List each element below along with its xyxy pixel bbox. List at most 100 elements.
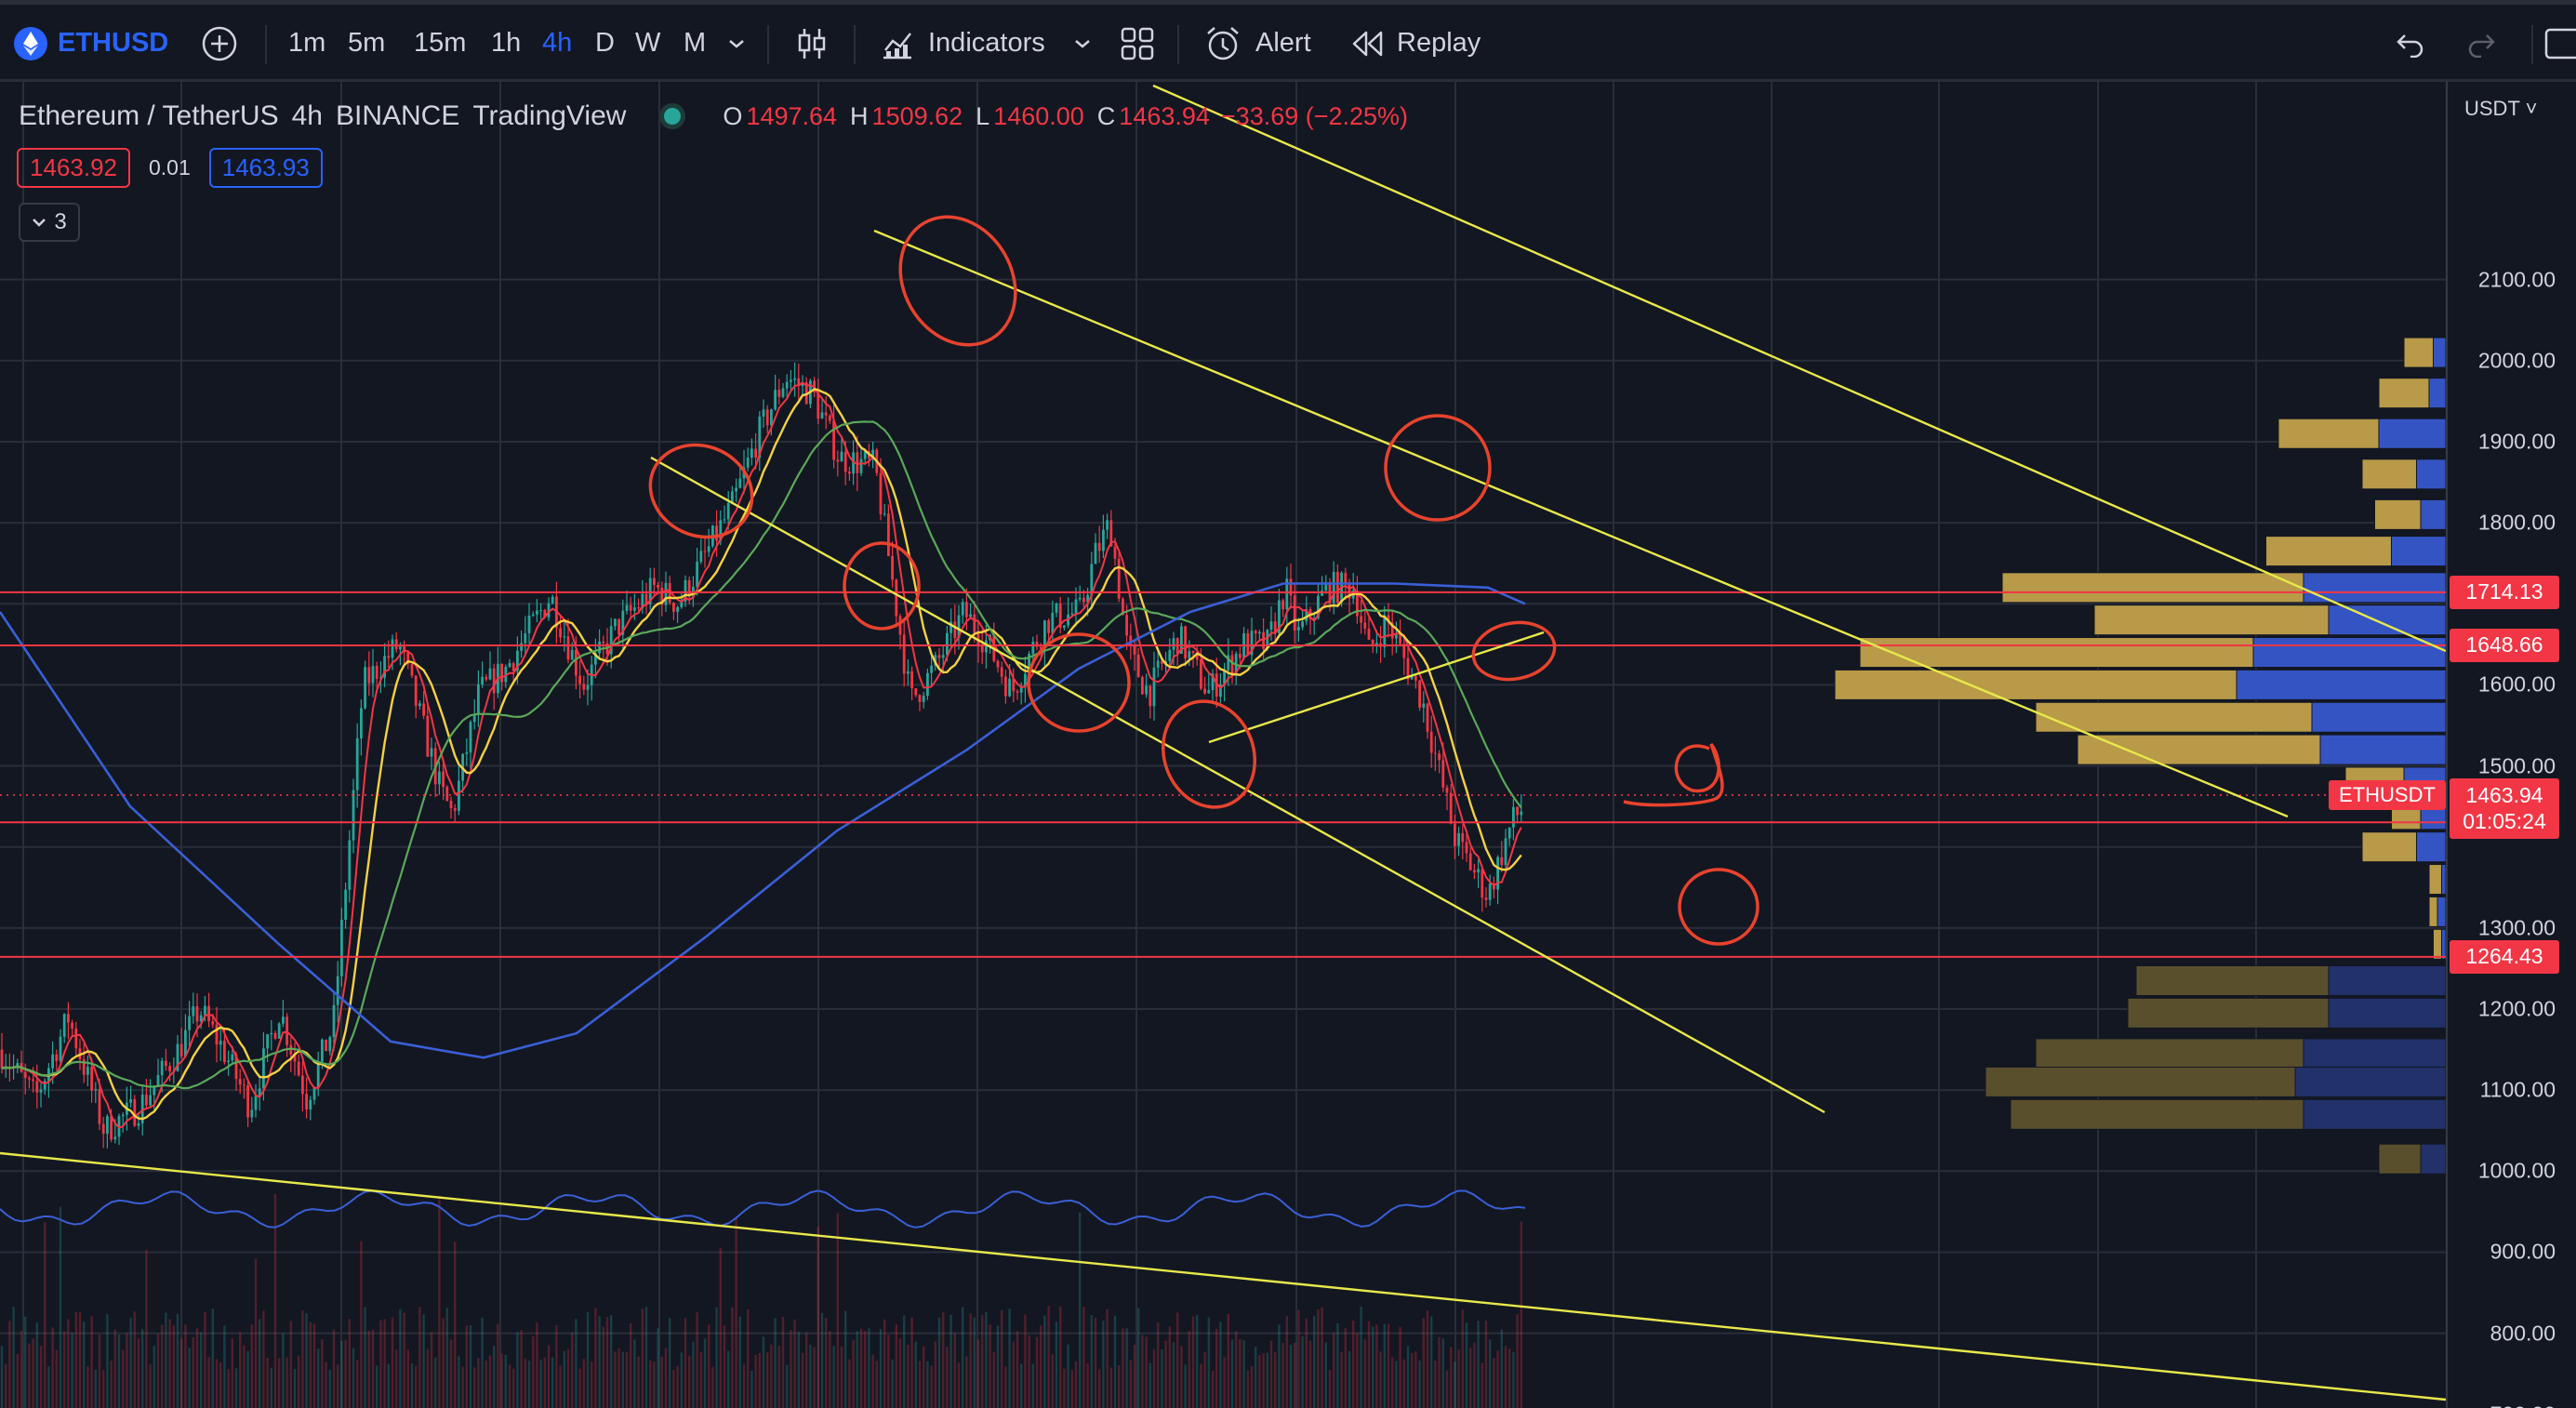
indicators-button[interactable]: Indicators <box>880 5 1045 82</box>
candle-body <box>726 503 730 520</box>
candle-body <box>843 451 847 472</box>
layout-button[interactable] <box>1120 5 1155 82</box>
volume-bar <box>98 1334 101 1408</box>
volume-bar <box>1313 1316 1316 1408</box>
timeframe-5m[interactable]: 5m <box>348 28 386 58</box>
current-price-label[interactable]: 1463.94 01:05:24 <box>2450 777 2559 838</box>
currency-select[interactable]: USDT ˅ <box>2461 95 2542 123</box>
fullscreen-button[interactable] <box>2544 5 2576 82</box>
volume-bar <box>278 1358 281 1408</box>
candle-body <box>1371 639 1374 645</box>
sell-price-button[interactable]: 1463.92 <box>17 147 130 188</box>
candle-body <box>633 607 636 611</box>
volume-bar <box>1172 1342 1175 1408</box>
timeframe-W[interactable]: W <box>635 28 661 58</box>
volume-bar <box>1149 1362 1151 1408</box>
timeframe-D[interactable]: D <box>595 28 615 58</box>
candle-body <box>1375 643 1378 645</box>
vp-down-bar <box>2378 418 2446 449</box>
volume-bar <box>195 1328 199 1408</box>
price-axis[interactable] <box>2446 82 2576 1408</box>
volume-bar <box>692 1341 695 1408</box>
candle-body <box>74 1028 78 1049</box>
timeframe-M[interactable]: M <box>684 28 707 58</box>
candle-body <box>246 1085 249 1118</box>
add-symbol-icon <box>201 25 238 62</box>
candle-body <box>1016 691 1019 693</box>
volume-bar <box>813 1347 816 1408</box>
volume-bar <box>614 1351 617 1408</box>
legend-pair[interactable]: Ethereum / TetherUS <box>19 100 279 131</box>
timeframe-1h[interactable]: 1h <box>491 28 522 58</box>
volume-bar <box>1109 1367 1112 1408</box>
volume-bar <box>340 1340 343 1408</box>
volume-bar <box>1308 1340 1312 1408</box>
candle-body <box>543 609 547 618</box>
candle-body <box>449 801 453 809</box>
volume-bar <box>1399 1326 1401 1408</box>
level-price-label[interactable]: 1714.13 <box>2450 575 2559 609</box>
candle-body <box>1207 690 1211 694</box>
price-chart[interactable] <box>0 82 2446 1408</box>
volume-bar <box>356 1360 359 1408</box>
timeframe-dropdown[interactable] <box>727 5 746 82</box>
candle-body <box>1250 631 1254 656</box>
volume-bar <box>907 1344 910 1408</box>
market-status-dot[interactable] <box>659 103 686 129</box>
volume-bar <box>184 1324 187 1408</box>
volume-bar <box>1317 1308 1320 1408</box>
candle-body <box>442 771 445 788</box>
candle-body <box>1246 632 1250 656</box>
candle-body <box>301 1075 304 1095</box>
chart-pane[interactable] <box>0 82 2446 1408</box>
volume-bar <box>797 1332 800 1408</box>
currency-label: USDT <box>2464 97 2520 120</box>
volume-bar <box>532 1336 535 1408</box>
timeframe-1m[interactable]: 1m <box>288 28 326 58</box>
candle-body <box>1395 634 1398 639</box>
chart-type-button[interactable] <box>796 5 828 82</box>
level-price-label[interactable]: 1264.43 <box>2450 939 2559 974</box>
candle-body <box>1145 685 1148 695</box>
candle-body <box>856 452 859 473</box>
add-symbol-button[interactable] <box>201 5 238 82</box>
candle-body <box>1211 673 1215 691</box>
candle-body <box>328 1037 332 1052</box>
volume-bar <box>1372 1326 1374 1408</box>
volume-bar <box>1411 1352 1414 1408</box>
volume-bar <box>430 1332 433 1408</box>
volume-bar <box>376 1365 378 1408</box>
volume-bar <box>1281 1342 1284 1408</box>
candle-body <box>824 412 828 416</box>
timeframe-4h[interactable]: 4h <box>542 28 573 58</box>
candle-body <box>16 1063 20 1067</box>
undo-button[interactable] <box>2394 5 2425 82</box>
volume-bar <box>703 1338 707 1408</box>
candle-body <box>957 615 961 639</box>
volume-bar <box>762 1336 765 1408</box>
volume-bar <box>1340 1351 1343 1408</box>
candle-body <box>227 1060 230 1063</box>
buy-price-button[interactable]: 1463.93 <box>208 147 323 188</box>
volume-bar <box>1348 1350 1351 1408</box>
redo-icon <box>2466 30 2498 58</box>
candle-body <box>801 382 804 387</box>
candle-body <box>1200 659 1202 689</box>
indicators-collapse-button[interactable]: 3 <box>19 203 80 242</box>
symbol-search-button[interactable]: ETHUSD <box>13 5 168 82</box>
level-price-label[interactable]: 1648.66 <box>2450 628 2559 662</box>
volume-bar <box>1157 1322 1160 1408</box>
alert-button[interactable]: Alert <box>1203 5 1311 82</box>
legend-interval: 4h <box>291 100 323 131</box>
candle-body <box>1035 642 1039 647</box>
candle-body <box>234 1054 238 1080</box>
replay-button[interactable]: Replay <box>1350 5 1481 82</box>
indicators-icon <box>880 26 915 61</box>
redo-button[interactable] <box>2466 5 2498 82</box>
timeframe-15m[interactable]: 15m <box>414 28 467 58</box>
volume-bar <box>477 1358 480 1408</box>
volume-bar <box>809 1345 812 1408</box>
vp-up-bar <box>2428 864 2442 896</box>
templates-dropdown[interactable] <box>1073 5 1092 82</box>
price-tick: 900.00 <box>2490 1239 2556 1264</box>
